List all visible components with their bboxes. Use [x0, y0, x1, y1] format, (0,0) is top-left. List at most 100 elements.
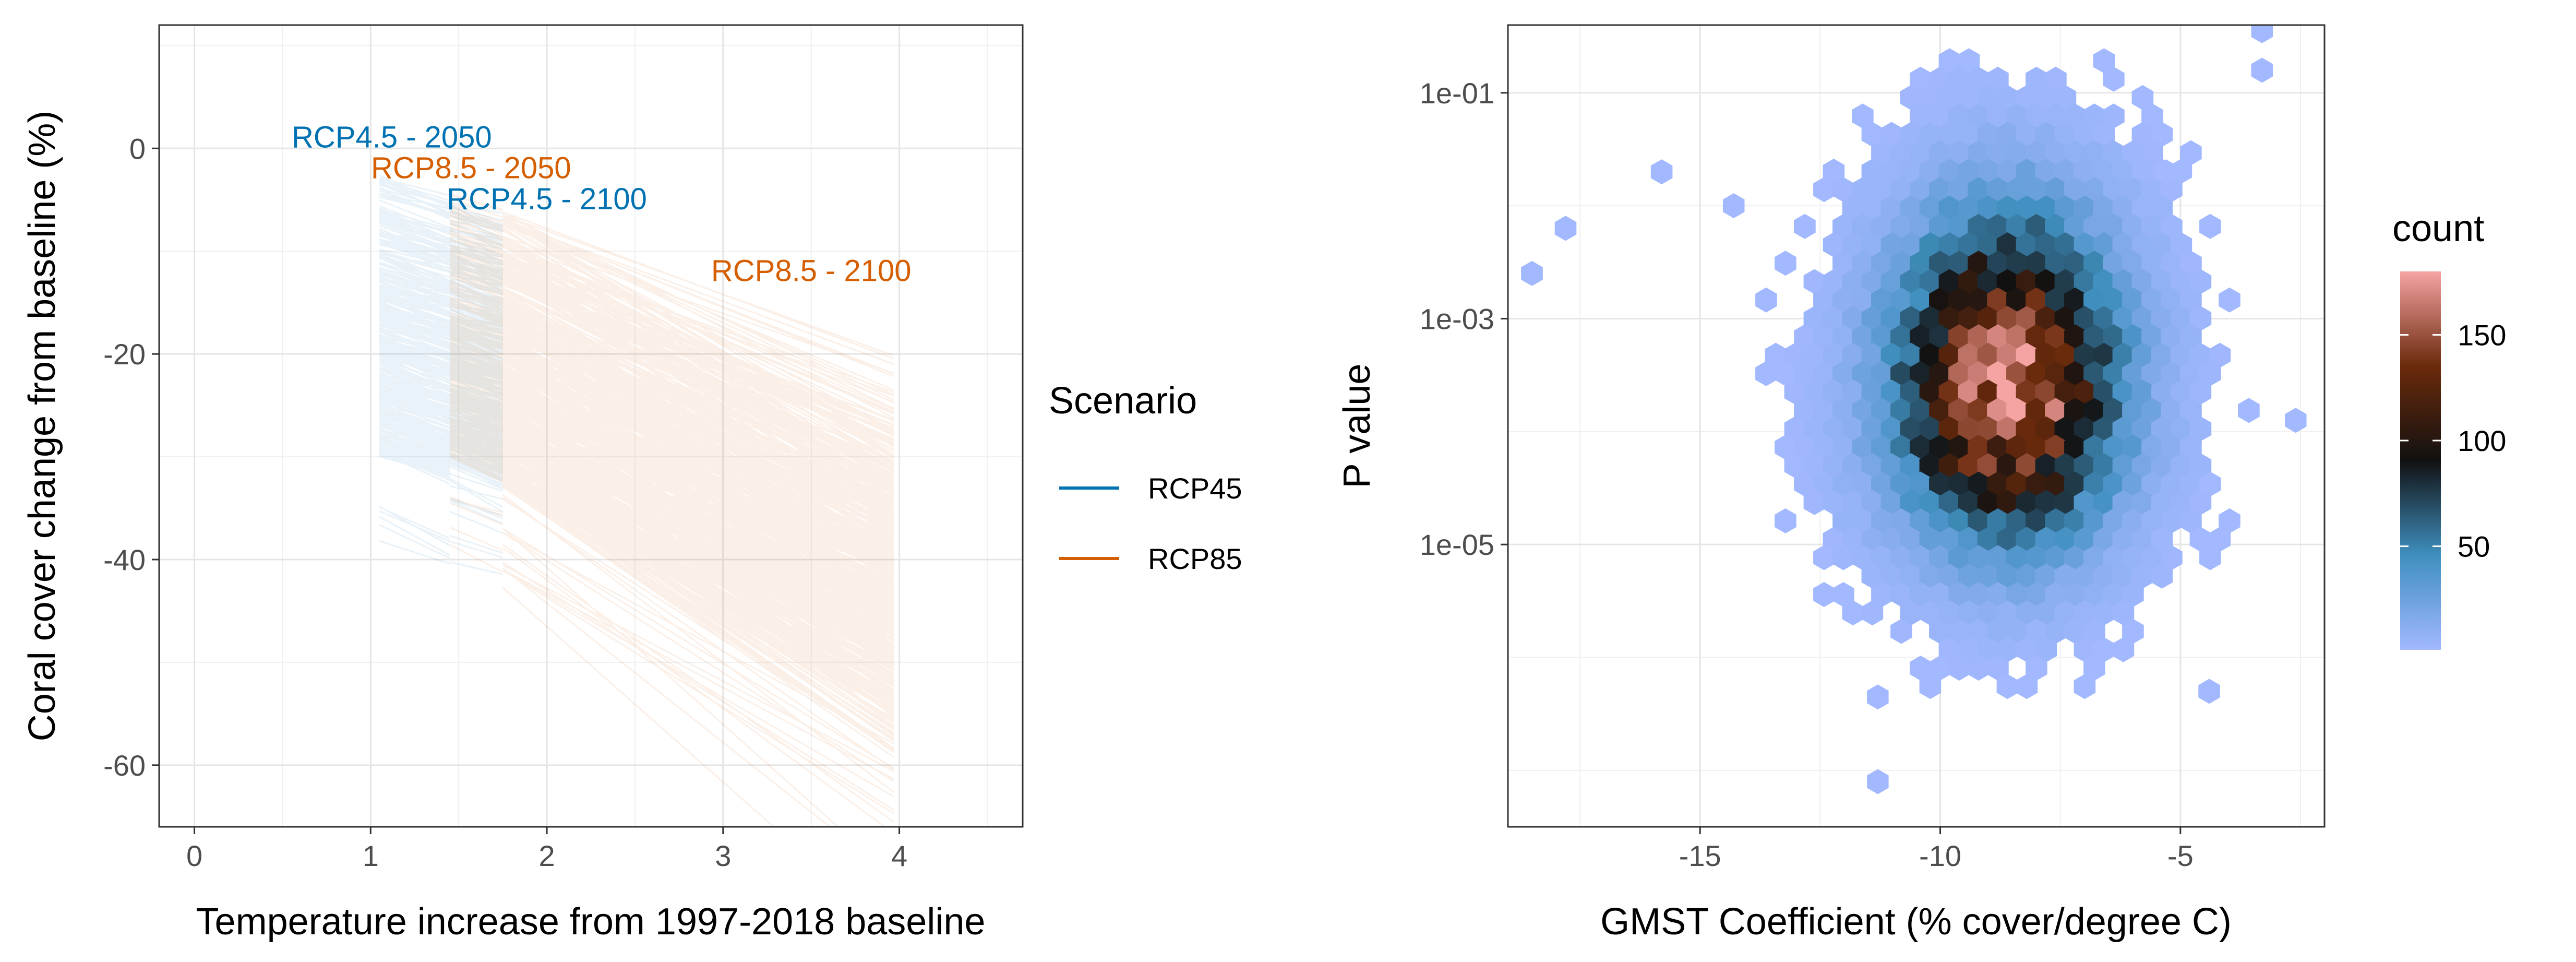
hexbin-cell [1803, 416, 1826, 442]
hexbin-cell [1987, 66, 2009, 92]
hexbin-cell [1996, 600, 2019, 626]
hexbin-cell [2016, 306, 2038, 331]
y-tick-label: 1e-05 [1420, 528, 1494, 561]
hexbin-cell [2045, 434, 2067, 460]
hexbin-cell [2238, 398, 2260, 423]
hexbin-cell [2083, 545, 2105, 571]
hexbin-cell [2083, 398, 2105, 423]
hexbin-cell [2006, 251, 2028, 276]
hexbin-cell [2112, 159, 2135, 184]
hexbin-cell [1852, 213, 1874, 239]
hexbin-cell [1987, 361, 2009, 386]
hexbin-cell [1919, 600, 1942, 626]
hexbin-cell [1842, 453, 1864, 479]
hexbin-cell [2093, 453, 2115, 479]
hexbin-cell [2064, 287, 2086, 313]
hexbin-cell [1910, 361, 1932, 386]
hexbin-cell [1929, 361, 1951, 386]
hexbin-cell [2016, 600, 2038, 626]
hexbin-cell [1996, 195, 2019, 221]
hexbin-cell [2006, 140, 2028, 165]
hexbin-cell [2122, 619, 2144, 644]
hexbin-cell [2180, 140, 2202, 165]
hexbin-cell [1890, 398, 1912, 423]
hexbin-cell [1929, 251, 1951, 276]
hexbin-cell [1871, 508, 1893, 533]
hexbin-cell [2141, 434, 2163, 460]
hexbin-cell [1968, 324, 1990, 350]
hexbin-cell [2112, 416, 2135, 442]
hexbin-cell [2170, 342, 2192, 368]
hexbin-cell [1803, 269, 1826, 294]
hexbin-cell [1968, 434, 1990, 460]
hexbin-cell [2054, 269, 2077, 294]
hexbin-cell [2131, 453, 2154, 479]
colorbar-ticks: 50 100 150 [2400, 319, 2506, 563]
hexbin-cell [1958, 563, 1980, 589]
hexbin-cell [1890, 582, 1912, 607]
hexbin-cell [2122, 324, 2144, 350]
hexbin-cell [1871, 213, 1893, 239]
hexbin-cell [1871, 545, 1893, 571]
hexbin-cell [2131, 195, 2154, 221]
hexbin-cell [1861, 342, 1884, 368]
hexbin-cell [2122, 398, 2144, 423]
hexbin-cell [2074, 232, 2096, 257]
left-projection-lines [379, 174, 895, 827]
hexbin-cell [2103, 434, 2125, 460]
hexbin-cell [2103, 213, 2125, 239]
hexbin-cell [1996, 453, 2019, 479]
hexbin-cell [2103, 582, 2125, 607]
hexbin-cell [2054, 416, 2077, 442]
hexbin-cell [2103, 140, 2125, 165]
hexbin-cell [1948, 361, 1970, 386]
hexbin-cell [1987, 398, 2009, 423]
hexbin-cell [2093, 122, 2115, 147]
hexbin-cell [1823, 416, 1845, 442]
hexbin-cell [1948, 140, 1970, 165]
hexbin-cell [1977, 453, 1999, 479]
hexbin-cell [1948, 471, 1970, 497]
hexbin-cell [1968, 287, 1990, 313]
hexbin-cell [1938, 306, 1961, 331]
hexbin-cell [2045, 398, 2067, 423]
hexbin-cell [2006, 103, 2028, 129]
hexbin-cell [2054, 159, 2077, 184]
hexbin-cell [2045, 140, 2067, 165]
hexbin-cell [1755, 361, 1777, 386]
hexbin-cell [1852, 287, 1874, 313]
hexbin-cell [1880, 453, 1903, 479]
hexbin-cell [1842, 379, 1864, 405]
hexbin-cell [1948, 398, 1970, 423]
hexbin-cell [2131, 490, 2154, 515]
hexbin-cell [1987, 508, 2009, 533]
hexbin-cell [2170, 490, 2192, 515]
hexbin-cell [1919, 342, 1942, 368]
hexbin-cell [1775, 251, 1796, 276]
hexbin-cell [2026, 324, 2047, 350]
hexbin-cell [2074, 195, 2096, 221]
hexbin-cell [1958, 600, 1980, 626]
hexbin-cell [1987, 471, 2009, 497]
hexbin-cell [2016, 416, 2038, 442]
hexbin-cell [2016, 637, 2038, 662]
hexbin-cell [2064, 582, 2086, 607]
hexbin-cell [2103, 251, 2125, 276]
hexbin-cell [1958, 306, 1980, 331]
hexbin-cell [1813, 398, 1835, 423]
hexbin-cell [1919, 195, 1942, 221]
hexbin-cell [1987, 619, 2009, 644]
right-x-axis-title: GMST Coefficient (% cover/degree C) [1600, 901, 2232, 943]
hexbin-cell [2093, 379, 2115, 405]
hexbin-cell [2045, 103, 2067, 129]
hexbin-cell [2103, 324, 2125, 350]
hexbin-cell [1948, 324, 1970, 350]
hexbin-cell [2064, 361, 2086, 386]
legend-label-rcp45: RCP45 [1148, 472, 1242, 505]
hexbin-cell [1823, 159, 1845, 184]
hexbin-cell [1900, 490, 1922, 515]
hexbin-cell [2016, 490, 2038, 515]
hexbin-cell [2026, 140, 2047, 165]
scenario-annotation: RCP4.5 - 2050 [292, 121, 492, 155]
hexbin-cell [1996, 306, 2019, 331]
